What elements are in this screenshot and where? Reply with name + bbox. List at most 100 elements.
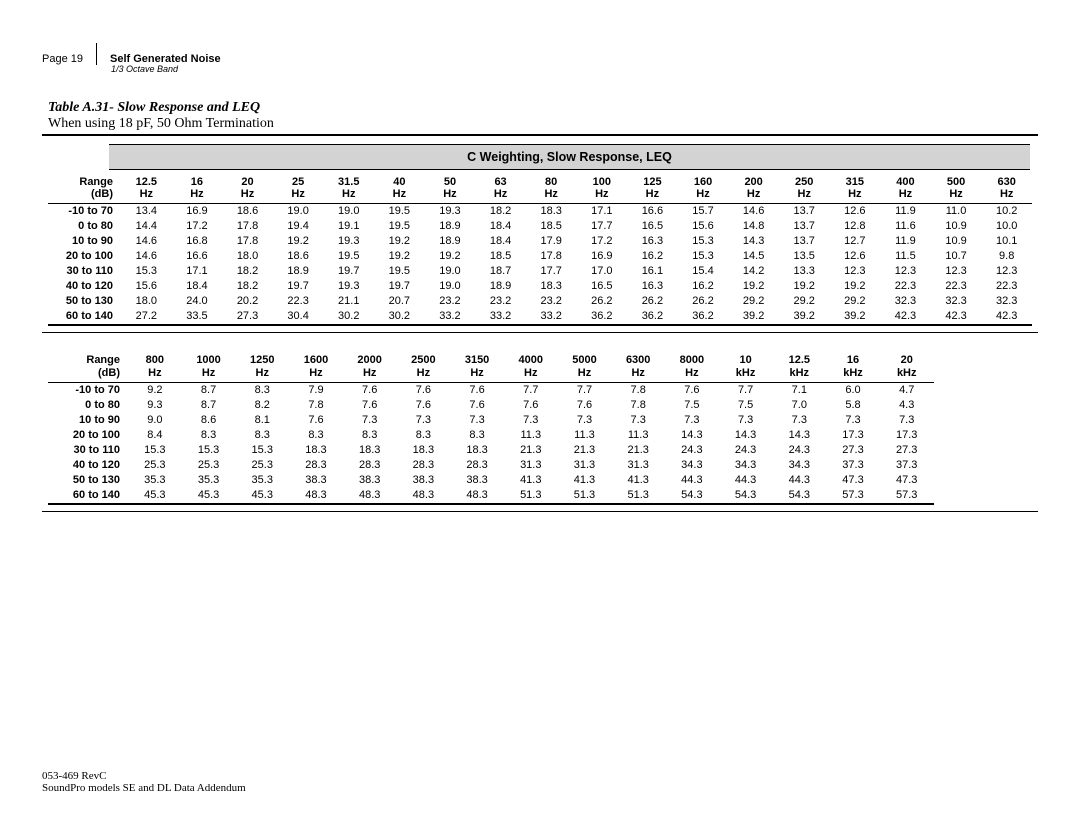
value-cell: 19.5: [374, 219, 425, 234]
value-cell: 31.3: [504, 458, 558, 473]
value-cell: 18.4: [475, 219, 526, 234]
value-cell: 32.3: [931, 294, 982, 309]
col-freq: 63Hz: [475, 174, 526, 203]
value-cell: 16.5: [627, 219, 678, 234]
value-cell: 44.3: [665, 473, 719, 488]
value-cell: 30.2: [374, 309, 425, 325]
range-cell: 10 to 90: [48, 234, 121, 249]
col-freq: 80Hz: [526, 174, 577, 203]
value-cell: 16.2: [627, 249, 678, 264]
value-cell: 18.2: [475, 203, 526, 219]
value-cell: 18.3: [450, 443, 504, 458]
value-cell: 10.1: [981, 234, 1032, 249]
value-cell: 8.7: [182, 398, 236, 413]
value-cell: 8.3: [235, 428, 289, 443]
value-cell: 19.3: [323, 234, 374, 249]
value-cell: 22.3: [880, 279, 931, 294]
value-cell: 26.2: [576, 294, 627, 309]
value-cell: 7.3: [719, 413, 773, 428]
value-cell: 7.9: [289, 382, 343, 398]
value-cell: 18.2: [222, 264, 273, 279]
value-cell: 8.3: [343, 428, 397, 443]
value-cell: 18.4: [172, 279, 223, 294]
value-cell: 19.2: [728, 279, 779, 294]
value-cell: 41.3: [558, 473, 612, 488]
value-cell: 27.3: [826, 443, 880, 458]
value-cell: 7.3: [397, 413, 451, 428]
range-cell: 0 to 80: [48, 398, 128, 413]
table-title: Table A.31- Slow Response and LEQ: [48, 100, 1038, 116]
value-cell: 16.6: [172, 249, 223, 264]
value-cell: 18.3: [397, 443, 451, 458]
value-cell: 13.4: [121, 203, 172, 219]
value-cell: 11.3: [558, 428, 612, 443]
value-cell: 35.3: [235, 473, 289, 488]
value-cell: 17.2: [576, 234, 627, 249]
value-cell: 12.6: [830, 249, 881, 264]
header-separator: [96, 43, 97, 65]
value-cell: 7.7: [558, 382, 612, 398]
value-cell: 14.5: [728, 249, 779, 264]
value-cell: 5.8: [826, 398, 880, 413]
value-cell: 18.5: [526, 219, 577, 234]
range-cell: 30 to 110: [48, 443, 128, 458]
value-cell: 19.2: [374, 234, 425, 249]
value-cell: 14.6: [121, 234, 172, 249]
col-freq: 25Hz: [273, 174, 324, 203]
value-cell: 12.3: [880, 264, 931, 279]
value-cell: 30.2: [323, 309, 374, 325]
value-cell: 16.9: [576, 249, 627, 264]
value-cell: 14.6: [121, 249, 172, 264]
col-freq: 5000Hz: [558, 353, 612, 382]
value-cell: 8.3: [397, 428, 451, 443]
value-cell: 13.7: [779, 234, 830, 249]
value-cell: 31.3: [558, 458, 612, 473]
value-cell: 19.0: [273, 203, 324, 219]
value-cell: 37.3: [826, 458, 880, 473]
value-cell: 12.7: [830, 234, 881, 249]
value-cell: 17.9: [526, 234, 577, 249]
value-cell: 29.2: [830, 294, 881, 309]
value-cell: 37.3: [880, 458, 934, 473]
value-cell: 34.3: [665, 458, 719, 473]
value-cell: 45.3: [182, 488, 236, 504]
col-freq: 6300Hz: [611, 353, 665, 382]
value-cell: 7.5: [665, 398, 719, 413]
value-cell: 14.4: [121, 219, 172, 234]
value-cell: 27.3: [222, 309, 273, 325]
table-row: 30 to 11015.317.118.218.919.719.519.018.…: [48, 264, 1032, 279]
value-cell: 24.0: [172, 294, 223, 309]
value-cell: 19.5: [323, 249, 374, 264]
value-cell: 14.3: [719, 428, 773, 443]
table-row: 40 to 12015.618.418.219.719.319.719.018.…: [48, 279, 1032, 294]
value-cell: 45.3: [128, 488, 182, 504]
value-cell: 23.2: [526, 294, 577, 309]
value-cell: 7.6: [289, 413, 343, 428]
value-cell: 7.5: [719, 398, 773, 413]
value-cell: 19.2: [830, 279, 881, 294]
range-cell: 60 to 140: [48, 309, 121, 325]
col-freq: 630Hz: [981, 174, 1032, 203]
value-cell: 29.2: [728, 294, 779, 309]
value-cell: 11.5: [880, 249, 931, 264]
value-cell: 28.3: [450, 458, 504, 473]
value-cell: 7.6: [397, 398, 451, 413]
table-row: 50 to 13035.335.335.338.338.338.338.341.…: [48, 473, 934, 488]
value-cell: 10.9: [931, 219, 982, 234]
range-cell: 50 to 130: [48, 473, 128, 488]
value-cell: 19.2: [273, 234, 324, 249]
value-cell: 25.3: [182, 458, 236, 473]
value-cell: 7.6: [450, 398, 504, 413]
value-cell: 10.7: [931, 249, 982, 264]
value-cell: 12.3: [931, 264, 982, 279]
value-cell: 22.3: [931, 279, 982, 294]
value-cell: 28.3: [343, 458, 397, 473]
value-cell: 36.2: [627, 309, 678, 325]
value-cell: 15.3: [678, 249, 729, 264]
value-cell: 18.3: [526, 203, 577, 219]
table-row: 40 to 12025.325.325.328.328.328.328.331.…: [48, 458, 934, 473]
value-cell: 18.6: [273, 249, 324, 264]
value-cell: 17.8: [526, 249, 577, 264]
value-cell: 7.7: [719, 382, 773, 398]
value-cell: 7.3: [558, 413, 612, 428]
